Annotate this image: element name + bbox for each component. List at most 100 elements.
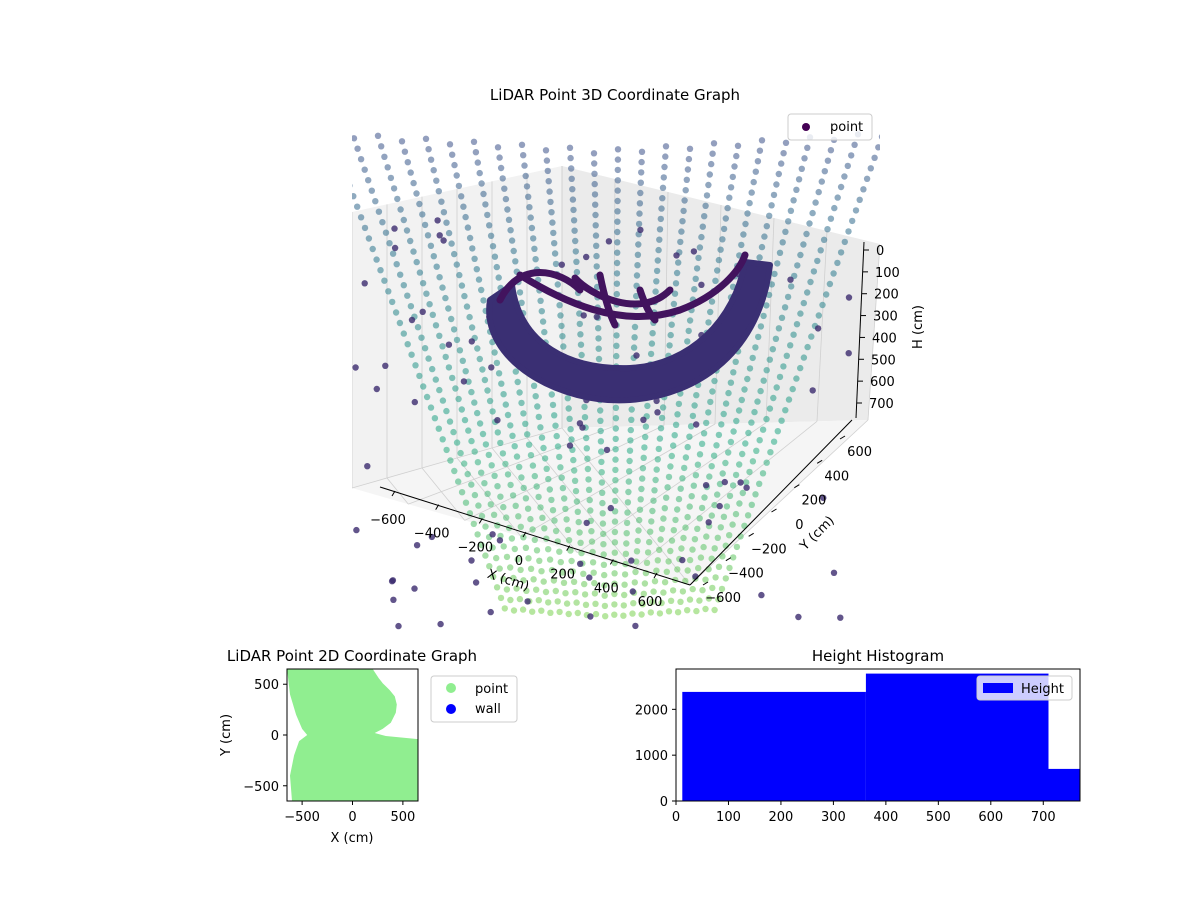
scan-point	[686, 596, 694, 603]
scan-point-dark	[434, 217, 441, 224]
scan-point	[804, 343, 811, 351]
scan-point	[458, 193, 465, 200]
scan-point	[696, 244, 704, 251]
histogram-bar	[1048, 768, 1080, 801]
scan-point	[652, 476, 659, 484]
scan-point	[782, 228, 789, 235]
scan-point-dark	[583, 253, 590, 261]
scan-point	[612, 435, 619, 443]
scan-point	[817, 247, 824, 254]
scan-point	[637, 496, 644, 503]
scan-point	[465, 378, 472, 385]
scan-point	[546, 556, 554, 563]
pane-floor	[352, 420, 868, 585]
x-tick-mark-3d	[391, 490, 396, 497]
scan-point	[701, 213, 708, 220]
scan-point	[585, 486, 593, 493]
scan-point	[520, 152, 527, 159]
scan-point	[554, 281, 561, 288]
scan-point	[523, 587, 530, 594]
scan-point	[674, 566, 681, 573]
scan-point	[793, 375, 800, 382]
scan-point	[681, 464, 688, 472]
x-tick-label-3d: 600	[638, 595, 663, 610]
scan-point	[352, 193, 357, 200]
scan-point	[540, 578, 547, 585]
z-axis-3d	[855, 241, 865, 419]
scan-point	[429, 311, 436, 318]
scan-point	[630, 600, 637, 607]
scan-point	[597, 407, 604, 414]
scan-point	[504, 206, 511, 213]
scan-point	[693, 265, 701, 272]
scan-point	[612, 487, 619, 494]
scan-point	[408, 351, 415, 358]
scan-point	[659, 184, 667, 191]
scan-point	[464, 224, 472, 231]
scan-point	[658, 205, 665, 212]
scan-point	[633, 548, 641, 555]
scan-point	[453, 439, 461, 446]
scan-point	[502, 195, 510, 203]
scan-point	[595, 345, 602, 352]
scan-point	[703, 192, 711, 199]
scan-point	[614, 239, 621, 246]
scan-point	[686, 145, 694, 152]
scan-point	[419, 280, 427, 287]
scan-point	[612, 446, 619, 453]
scan-point	[708, 463, 715, 470]
scan-point-dark	[587, 613, 594, 620]
scan-point	[773, 181, 780, 188]
scan-point	[827, 215, 835, 222]
legend-3d-point-marker	[802, 123, 810, 131]
scan-point	[548, 209, 555, 216]
scan-point	[530, 382, 538, 389]
scan-point	[710, 452, 718, 459]
scan-point	[601, 592, 608, 599]
scan-point	[738, 241, 745, 249]
scan-point	[535, 493, 542, 501]
scan-point	[468, 437, 475, 445]
grid-line	[714, 204, 722, 425]
scan-point	[650, 497, 657, 504]
scan-point	[715, 256, 723, 264]
scan-point	[595, 325, 602, 332]
scan-point	[449, 151, 456, 158]
scan-point	[746, 365, 754, 372]
scan-point	[500, 575, 507, 583]
scan-point	[612, 415, 620, 422]
scan-point	[655, 445, 662, 453]
scan-point	[568, 557, 575, 565]
scan-point	[529, 462, 537, 469]
scan-point	[787, 207, 795, 214]
scan-point	[414, 324, 422, 331]
y-tick-label-histogram: 0	[660, 795, 668, 810]
scan-point	[752, 491, 759, 498]
scan-point	[664, 484, 671, 491]
scan-point	[458, 489, 466, 496]
scan-point	[627, 426, 634, 434]
object-surface-3d	[486, 251, 773, 404]
scan-point	[520, 534, 527, 541]
scan-point	[486, 397, 494, 405]
scan-point	[668, 452, 675, 460]
scan-point	[427, 242, 435, 249]
scan-point	[837, 249, 845, 256]
scan-point	[418, 334, 425, 341]
scan-point	[821, 168, 828, 175]
scan-point	[763, 459, 770, 466]
scan-point	[481, 480, 488, 487]
scan-point	[531, 472, 538, 480]
scan-point	[702, 576, 709, 583]
scan-point	[533, 586, 540, 593]
y-tick-mark-3d	[794, 484, 800, 489]
scan-point	[654, 257, 661, 264]
scan-point	[429, 365, 436, 373]
scan-point	[550, 577, 558, 584]
scan-point	[629, 610, 636, 617]
scan-point	[586, 496, 593, 504]
scan-point	[489, 243, 497, 250]
scan-point	[522, 544, 530, 551]
scan-point	[476, 169, 483, 177]
scan-point	[711, 377, 718, 385]
